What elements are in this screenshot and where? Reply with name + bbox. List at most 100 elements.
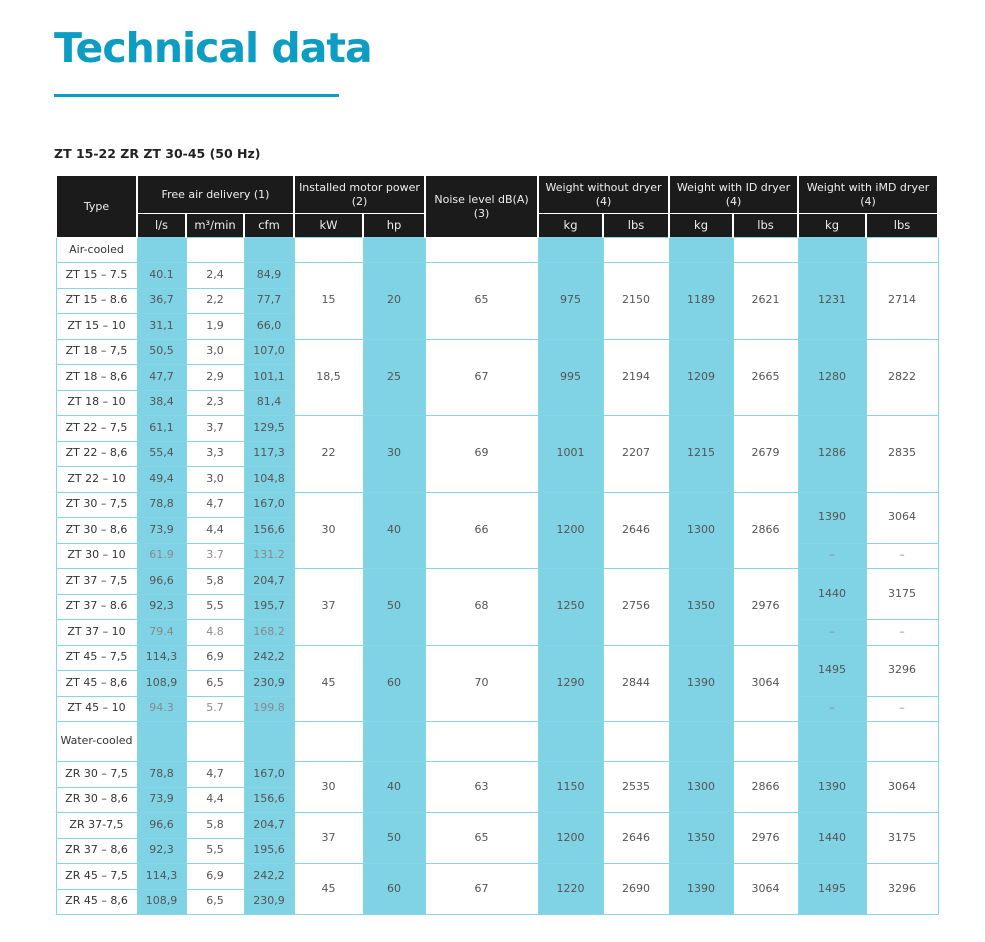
m3-min-cell: 4,4 xyxy=(185,786,245,813)
m3-min-cell: 2,3 xyxy=(185,389,245,416)
m3-min-cell: 3,0 xyxy=(185,466,245,493)
m3-min-cell: 4,4 xyxy=(185,517,245,544)
table-row: ZR 30 – 7,5 78,8 4,7 167,0 30 40 63 1150… xyxy=(55,761,939,813)
unit-cfm: cfm xyxy=(243,213,295,238)
weight-lbs-cell: 2646 xyxy=(602,812,670,864)
unit-kg: kg xyxy=(797,213,868,238)
id-weight-lbs-cell: 2976 xyxy=(732,812,799,864)
imd-weight-lbs-cell: 3064 xyxy=(865,761,939,813)
unit-kg: kg xyxy=(537,213,605,238)
kw-cell: 45 xyxy=(293,644,364,722)
hp-cell: 60 xyxy=(362,863,426,915)
ls-cell: 78,8 xyxy=(136,761,187,788)
cfm-cell: 168.2 xyxy=(243,619,295,646)
imd-weight-lbs-cell: 2714 xyxy=(865,262,939,340)
id-weight-kg-cell: 1300 xyxy=(668,761,734,813)
noise-cell: 69 xyxy=(424,415,539,493)
noise-cell: 65 xyxy=(424,262,539,340)
header-weight-imd-dryer: Weight with iMD dryer (4) xyxy=(797,176,940,214)
m3-min-cell: 5,5 xyxy=(185,593,245,620)
m3-min-cell: 5,8 xyxy=(185,568,245,595)
category-label: Air-cooled xyxy=(55,237,138,263)
noise-cell: 68 xyxy=(424,568,539,646)
type-cell: ZR 37-7,5 xyxy=(55,812,138,839)
type-cell: ZR 30 – 7,5 xyxy=(55,761,138,788)
imd-weight-kg-cell: 1390 xyxy=(797,761,867,813)
kw-cell: 37 xyxy=(293,568,364,646)
page-title: Technical data xyxy=(54,24,373,72)
weight-kg-cell: 1250 xyxy=(537,568,604,646)
m3-min-cell: 2,9 xyxy=(185,364,245,391)
id-weight-kg-cell: 1350 xyxy=(668,568,734,646)
ls-cell: 40.1 xyxy=(136,262,187,289)
weight-lbs-cell: 2150 xyxy=(602,262,670,340)
ls-cell: 38,4 xyxy=(136,389,187,416)
hp-cell: 50 xyxy=(362,568,426,646)
type-cell: ZR 37 – 8,6 xyxy=(55,837,138,864)
table-row: ZT 15 – 8.6 36,7 2,2 77,7 xyxy=(55,287,938,314)
kw-cell: 45 xyxy=(293,863,364,915)
m3-min-cell: 2,2 xyxy=(185,287,245,314)
table-row: ZT 18 – 8,6 47,7 2,9 101,1 xyxy=(55,364,938,391)
table-subtitle: ZT 15-22 ZR ZT 30-45 (50 Hz) xyxy=(54,146,261,161)
table-row: ZT 37 – 7,5 96,6 5,8 204,7 37 50 68 1250… xyxy=(55,568,939,646)
ls-cell: 94.3 xyxy=(136,695,187,722)
ls-cell: 92,3 xyxy=(136,593,187,620)
noise-cell: 63 xyxy=(424,761,539,813)
m3-min-cell: 3,0 xyxy=(185,338,245,365)
ls-cell: 114,3 xyxy=(136,644,187,671)
header-type: Type xyxy=(55,176,138,238)
hp-cell: 30 xyxy=(362,415,426,493)
cfm-cell: 230,9 xyxy=(243,888,295,915)
imd-weight-lbs-cell: – xyxy=(865,619,939,646)
cfm-cell: 107,0 xyxy=(243,338,295,365)
kw-cell: 22 xyxy=(293,415,364,493)
weight-kg-cell: 1200 xyxy=(537,812,604,864)
ls-cell: 108,9 xyxy=(136,670,187,697)
type-cell: ZT 15 – 10 xyxy=(55,313,138,340)
table-row: ZT 30 – 10 61.9 3.7 131.2 – – xyxy=(55,542,939,569)
weight-kg-cell: 995 xyxy=(537,338,604,416)
hp-cell: 20 xyxy=(362,262,426,340)
cfm-cell: 66,0 xyxy=(243,313,295,340)
unit-kg: kg xyxy=(668,213,735,238)
weight-kg-cell: 1220 xyxy=(537,863,604,915)
type-cell: ZR 45 – 8,6 xyxy=(55,888,138,915)
hp-cell: 60 xyxy=(362,644,426,722)
cfm-cell: 195,7 xyxy=(243,593,295,620)
cfm-cell: 77,7 xyxy=(243,287,295,314)
unit-ls: l/s xyxy=(136,213,187,238)
imd-weight-lbs-cell: 3175 xyxy=(865,812,939,864)
weight-kg-cell: 1001 xyxy=(537,415,604,493)
type-cell: ZT 15 – 8.6 xyxy=(55,287,138,314)
ls-cell: 50,5 xyxy=(136,338,187,365)
type-cell: ZT 22 – 7,5 xyxy=(55,415,138,442)
ls-cell: 49,4 xyxy=(136,466,187,493)
unit-lbs: lbs xyxy=(865,213,940,238)
type-cell: ZT 15 – 7.5 xyxy=(55,262,138,289)
cfm-cell: 230,9 xyxy=(243,670,295,697)
type-cell: ZT 22 – 10 xyxy=(55,466,138,493)
ls-cell: 114,3 xyxy=(136,863,187,890)
ls-cell: 73,9 xyxy=(136,786,187,813)
category-label: Water-cooled xyxy=(55,721,138,762)
table-row: ZR 30 – 8,6 73,9 4,4 156,6 xyxy=(55,786,938,813)
id-weight-kg-cell: 1350 xyxy=(668,812,734,864)
imd-weight-lbs-cell: 3175 xyxy=(865,568,939,620)
weight-lbs-cell: 2690 xyxy=(602,863,670,915)
table-row: ZT 37 – 8.6 92,3 5,5 195,7 xyxy=(55,593,938,620)
table-row: ZT 15 – 7.5 40.1 2,4 84,9 15 20 65 975 2… xyxy=(55,262,939,340)
type-cell: ZT 30 – 8,6 xyxy=(55,517,138,544)
ls-cell: 55,4 xyxy=(136,440,187,467)
id-weight-kg-cell: 1209 xyxy=(668,338,734,416)
table-row: ZT 45 – 8,6 108,9 6,5 230,9 xyxy=(55,670,938,697)
hp-cell: 50 xyxy=(362,812,426,864)
ls-cell: 61,1 xyxy=(136,415,187,442)
imd-weight-kg-cell: – xyxy=(797,542,867,569)
type-cell: ZT 22 – 8,6 xyxy=(55,440,138,467)
id-weight-kg-cell: 1215 xyxy=(668,415,734,493)
cfm-cell: 156,6 xyxy=(243,786,295,813)
table-row: ZT 22 – 10 49,4 3,0 104,8 xyxy=(55,466,938,493)
unit-lbs: lbs xyxy=(602,213,671,238)
id-weight-kg-cell: 1300 xyxy=(668,491,734,569)
